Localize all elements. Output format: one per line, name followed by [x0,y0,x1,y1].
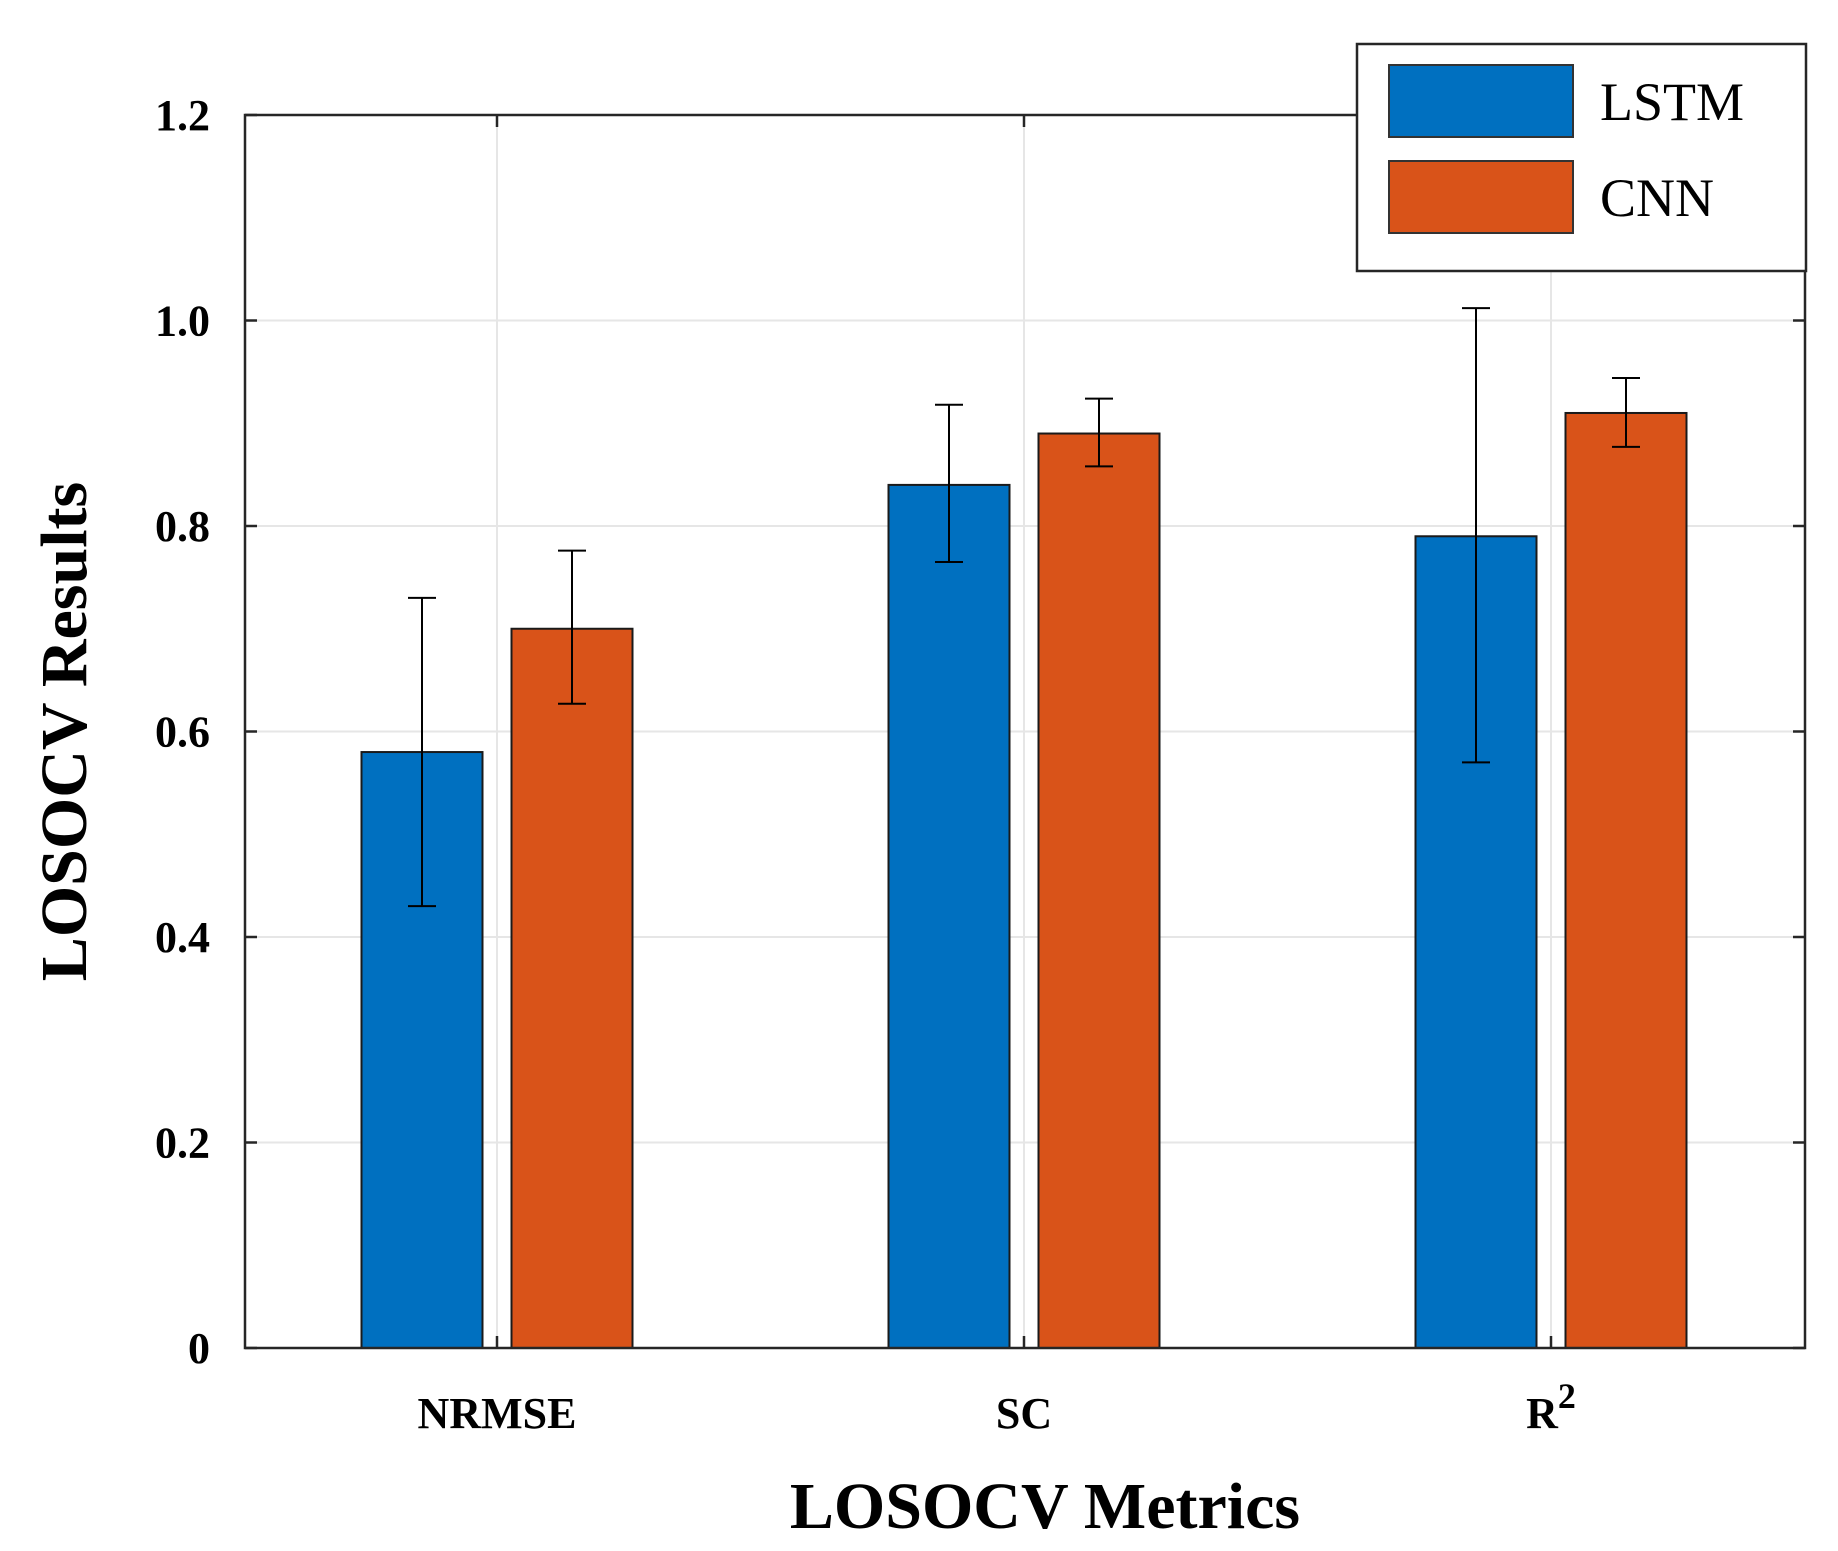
y-tick-labels: 0 0.2 0.4 0.6 0.8 1.0 1.2 [155,91,210,1373]
bar-lstm [887,483,1011,1349]
x-tick-label: NRMSE [418,1389,577,1438]
y-axis-title: LOSOCV Results [28,482,101,981]
x-tick-label: R2 [1526,1376,1576,1438]
grid-lines [245,115,1805,1348]
y-tick-label: 0.4 [155,913,210,962]
x-tick-labels: NRMSE SC R2 [418,1376,1576,1438]
bar-cnn [1564,411,1688,1350]
legend-swatch-cnn [1388,160,1574,234]
bars [360,411,1688,1350]
bar-cnn [1037,432,1161,1349]
error-bars [408,307,1640,908]
y-tick-label: 1.0 [155,297,210,346]
legend-label-cnn: CNN [1600,168,1714,228]
y-tick-label: 0 [188,1324,210,1373]
legend-label-lstm: LSTM [1600,72,1744,132]
y-tick-label: 1.2 [155,91,210,140]
y-tick-label: 0.8 [155,502,210,551]
y-tick-label: 0.6 [155,708,210,757]
x-axis-title: LOSOCV Metrics [790,1470,1300,1543]
bar-cnn [510,627,634,1349]
legend-swatch-lstm [1388,64,1574,138]
legend: LSTM CNN [1355,42,1808,273]
x-tick-label: SC [996,1389,1052,1438]
y-tick-label: 0.2 [155,1119,210,1168]
